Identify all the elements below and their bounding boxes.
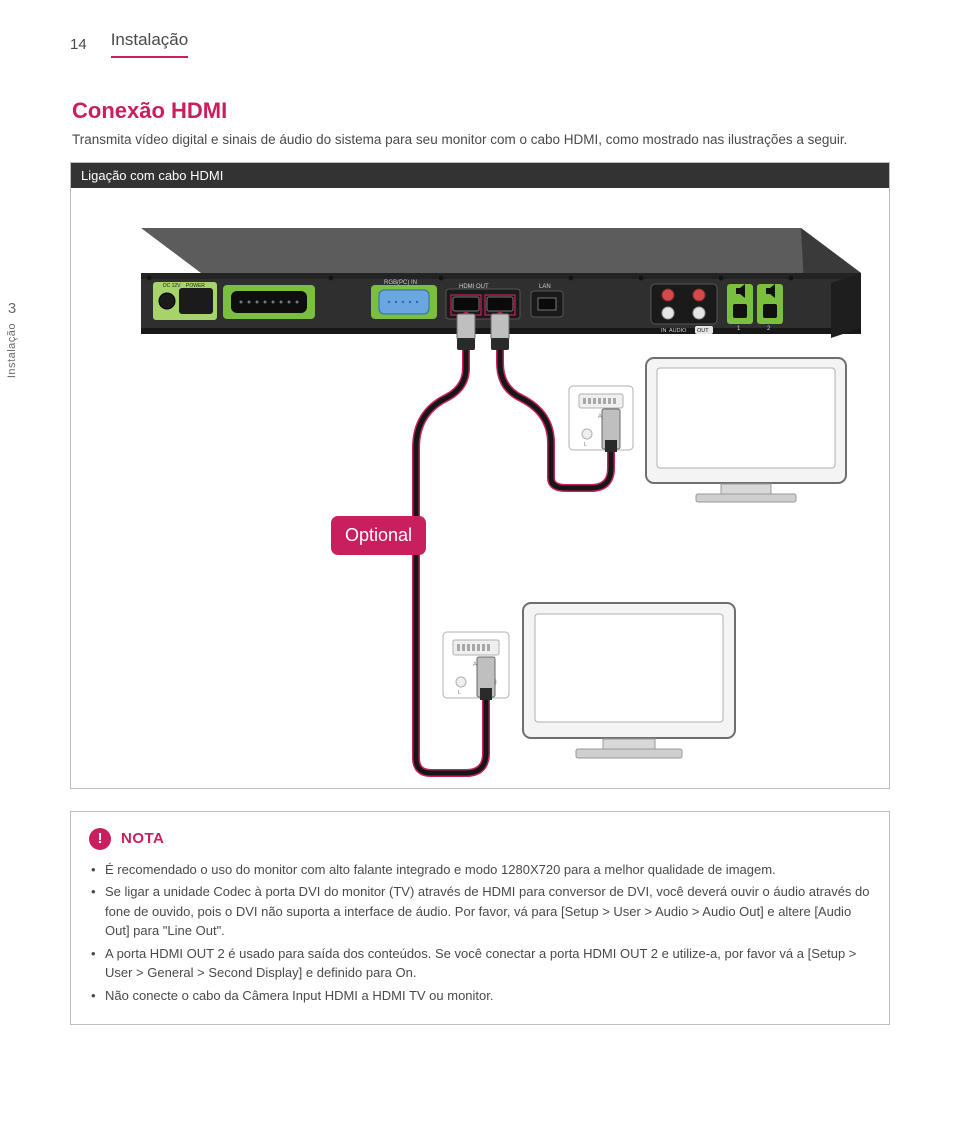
main-subtitle: Transmita vídeo digital e sinais de áudi… (72, 130, 890, 150)
section-title: Instalação (111, 30, 189, 58)
warning-icon: ! (89, 828, 111, 850)
main-title: Conexão HDMI (72, 98, 890, 124)
label-dvi-a2: A (473, 662, 477, 668)
diagram-title: Ligação com cabo HDMI (71, 163, 889, 188)
label-audio: AUDIO (669, 328, 687, 334)
label-dc12v: DC 12V (163, 283, 181, 289)
side-tab: 3 Instalação (0, 290, 24, 395)
label-power: POWER (186, 283, 205, 289)
label-dvi-l1: L (584, 442, 587, 448)
label-hdmi-out: HDMI OUT (459, 284, 489, 290)
diagram-box: Ligação com cabo HDMI DC 12V POWER (70, 162, 890, 789)
nota-item: É recomendado o uso do monitor com alto … (89, 860, 871, 880)
label-lan: LAN (539, 284, 551, 290)
header: 14 Instalação (70, 30, 890, 58)
diagram-svg: DC 12V POWER RGB(PC) IN (71, 188, 889, 788)
label-dvi-l2: L (458, 690, 461, 696)
page-number: 14 (70, 36, 87, 53)
label-audio-out: OUT (697, 328, 709, 334)
nota-box: ! NOTA É recomendado o uso do monitor co… (70, 811, 890, 1026)
side-tab-number: 3 (0, 300, 24, 317)
label-rgb: RGB(PC) IN (384, 280, 417, 286)
nota-item: Se ligar a unidade Codec à porta DVI do … (89, 882, 871, 941)
diagram-body: DC 12V POWER RGB(PC) IN (71, 188, 889, 788)
optional-badge: Optional (331, 516, 426, 555)
nota-title: NOTA (121, 830, 164, 847)
nota-item: A porta HDMI OUT 2 é usado para saída do… (89, 944, 871, 983)
nota-list: É recomendado o uso do monitor com alto … (89, 860, 871, 1006)
label-dvi-a1: A (598, 414, 602, 420)
label-audio-in: IN (661, 328, 667, 334)
nota-item: Não conecte o cabo da Câmera Input HDMI … (89, 986, 871, 1006)
side-tab-label: Instalação (6, 323, 18, 378)
